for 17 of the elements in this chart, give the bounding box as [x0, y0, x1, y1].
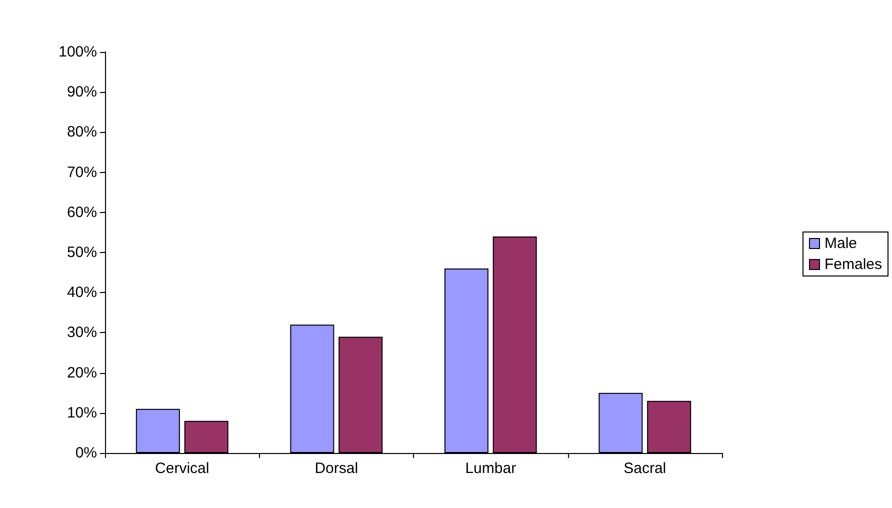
y-tick-label: 10%: [66, 404, 97, 422]
y-tick-label: 100%: [58, 44, 97, 60]
x-tick-label: Dorsal: [314, 460, 358, 477]
legend-label: Females: [824, 256, 882, 273]
y-tick-label: 30%: [66, 324, 97, 342]
y-tick-label: 0%: [75, 444, 97, 462]
x-tick-label: Cervical: [155, 460, 210, 477]
y-tick-label: 40%: [66, 284, 97, 302]
y-tick-label: 70%: [66, 164, 97, 181]
x-tick-label: Lumbar: [465, 460, 516, 477]
x-tick-label: Sacral: [624, 460, 666, 477]
y-tick-label: 60%: [66, 204, 97, 221]
y-tick-label: 20%: [66, 364, 97, 382]
legend-label: Male: [824, 235, 857, 252]
y-tick-label: 80%: [66, 124, 97, 141]
y-tick-label: 50%: [66, 244, 97, 261]
y-tick-label: 90%: [66, 84, 97, 101]
